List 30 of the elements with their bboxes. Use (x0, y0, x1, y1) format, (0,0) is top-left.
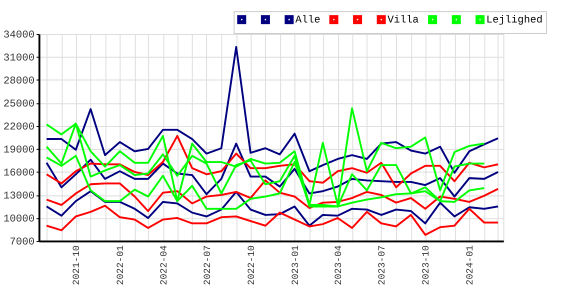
line-series (46, 190, 500, 227)
x-tick-label: 2022-01 (115, 244, 126, 286)
line-series (46, 179, 500, 212)
x-tick-label: 2022-07 (202, 245, 213, 286)
x-tick-label: 2022-04 (158, 244, 170, 286)
y-tick-label: 34000 (3, 29, 35, 42)
legend-label: Alle (295, 14, 320, 26)
x-tick-label: 2022-10 (246, 244, 257, 286)
legend-label: Lejlighed (486, 14, 543, 26)
line-series (46, 107, 486, 206)
y-tick-label: 10000 (3, 213, 35, 226)
x-tick-label: 2023-10 (420, 244, 432, 286)
line-series (46, 134, 500, 188)
y-tick-label: 25000 (3, 98, 35, 110)
x-tick-label: 2023-01 (290, 244, 301, 286)
y-tick-label: 19000 (3, 144, 35, 156)
legend-label: Villa (387, 14, 419, 26)
line-series (46, 142, 500, 198)
y-tick-label: 22000 (3, 121, 35, 134)
y-tick-label: 28000 (3, 75, 35, 88)
line-series (46, 204, 500, 236)
line-series (46, 46, 500, 174)
y-tick-label: 13000 (3, 190, 35, 202)
y-tick-label: 7000 (10, 236, 35, 248)
y-tick-label: 16000 (3, 167, 35, 180)
y-tick-label: 31000 (3, 52, 35, 64)
x-tick-label: 2021-10 (71, 244, 82, 286)
x-tick-label: 2023-07 (376, 245, 388, 286)
x-tick-label: 2023-04 (333, 244, 344, 286)
x-tick-label: 2024-01 (464, 244, 476, 286)
